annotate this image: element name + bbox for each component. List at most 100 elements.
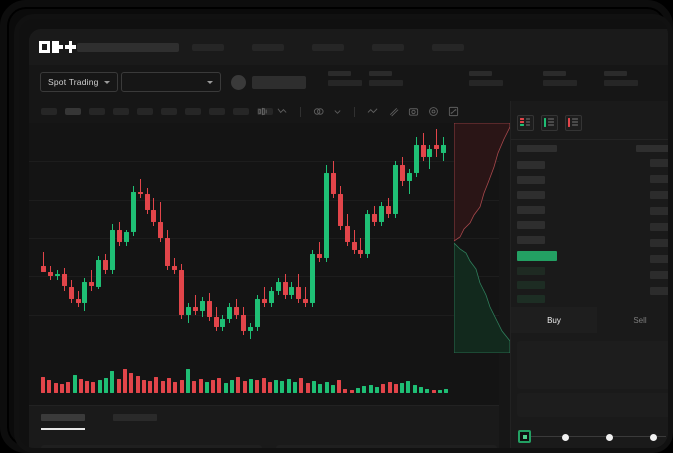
snapshot-icon[interactable] (408, 106, 419, 117)
volume-bar (248, 379, 253, 393)
orderbook-right-row[interactable] (650, 255, 668, 263)
header-search-bar[interactable] (77, 43, 179, 52)
timeframe-4[interactable] (113, 108, 129, 115)
indicator-icon[interactable] (277, 106, 288, 117)
order-form-fields[interactable] (517, 341, 668, 389)
volume-bar (198, 379, 203, 393)
timeframe-5[interactable] (137, 108, 153, 115)
orderbook-ask-row[interactable] (517, 206, 545, 214)
volume-bar (444, 389, 449, 393)
nav-item-2[interactable] (252, 44, 284, 51)
orderbook-bid-row[interactable] (517, 267, 545, 275)
volume-bar (324, 382, 329, 393)
chevron-down-icon (207, 80, 213, 84)
orderbook-asks-icon[interactable] (565, 115, 582, 131)
orderbook-bid-row[interactable] (517, 295, 545, 303)
volume-bar (267, 382, 272, 393)
orderbook-right-row[interactable] (650, 191, 668, 199)
chart-tool-icons (257, 106, 459, 117)
timeframe-3[interactable] (89, 108, 105, 115)
ticker-stat-2 (369, 71, 403, 86)
stepper-step-3[interactable] (606, 433, 613, 441)
timeframe-2[interactable] (65, 108, 81, 115)
chevron-down-icon[interactable] (333, 107, 342, 116)
order-side-tabs: Buy Sell (511, 307, 668, 333)
chart-gridlines (29, 123, 499, 353)
volume-bar (236, 377, 241, 393)
volume-bar (349, 390, 354, 393)
orderbook-right-row[interactable] (650, 223, 668, 231)
nav-item-3[interactable] (312, 44, 344, 51)
timeframe-10[interactable] (257, 108, 273, 115)
candlestick-icon[interactable] (257, 106, 268, 117)
volume-bar (217, 378, 222, 393)
volume-bar (261, 378, 266, 393)
stepper-step-2[interactable] (562, 433, 569, 441)
orderbook-both-icon[interactable] (517, 115, 534, 131)
volume-bar (242, 381, 247, 393)
compare-icon[interactable] (313, 106, 324, 117)
orders-panel (29, 405, 499, 448)
volume-histogram (29, 353, 499, 405)
tab-label (113, 414, 157, 421)
ticker-stat-4 (543, 71, 577, 86)
stepper-step-1-active[interactable] (518, 430, 531, 443)
orderbook-ask-row[interactable] (517, 191, 545, 199)
device-bezel: Spot Trading (14, 14, 673, 453)
top-header-bar (29, 29, 668, 65)
app-screen: Spot Trading (29, 29, 668, 448)
nav-item-1[interactable] (192, 44, 224, 51)
tab-sell[interactable]: Sell (633, 315, 647, 325)
timeframe-7[interactable] (185, 108, 201, 115)
volume-bar (185, 369, 190, 393)
volume-bar (154, 377, 159, 393)
candlestick-series (29, 123, 499, 353)
tab-buy[interactable]: Buy (511, 307, 597, 333)
fullscreen-icon[interactable] (448, 106, 459, 117)
orders-tabs (41, 414, 157, 430)
line-chart-icon[interactable] (367, 106, 379, 117)
volume-bar (311, 381, 316, 393)
orderbook-bid-row[interactable] (517, 281, 545, 289)
onboarding-stepper (518, 430, 668, 444)
volume-bar (437, 390, 442, 393)
timeframe-1[interactable] (41, 108, 57, 115)
orderbook-ask-row[interactable] (517, 161, 545, 169)
volume-bar (78, 379, 83, 393)
nav-item-4[interactable] (372, 44, 404, 51)
orderbook-ask-row[interactable] (517, 176, 545, 184)
tab-underline (41, 428, 85, 430)
orders-tab-inactive[interactable] (113, 414, 157, 430)
okx-logo[interactable] (39, 41, 76, 53)
volume-bar (274, 380, 279, 393)
orderbook-right-row[interactable] (650, 175, 668, 183)
volume-bar (280, 381, 285, 393)
orderbook-right-row[interactable] (650, 159, 668, 167)
orderbook-spread-row (517, 251, 557, 261)
volume-bar (192, 381, 197, 393)
orderbook-right-row[interactable] (650, 287, 668, 295)
orderbook-bids-icon[interactable] (541, 115, 558, 131)
orderbook-right-row[interactable] (650, 239, 668, 247)
orderbook-ask-row[interactable] (517, 221, 545, 229)
timeframe-6[interactable] (161, 108, 177, 115)
price-chart[interactable] (29, 123, 499, 353)
settings-icon[interactable] (428, 106, 439, 117)
timeframe-8[interactable] (209, 108, 225, 115)
stepper-step-4[interactable] (650, 433, 657, 441)
volume-bar (41, 377, 45, 393)
volume-bar (129, 373, 134, 393)
order-form-extra[interactable] (517, 393, 668, 417)
volume-bar (91, 382, 96, 393)
volume-bar (122, 369, 127, 393)
orders-tab-active[interactable] (41, 414, 85, 430)
market-type-dropdown[interactable]: Spot Trading (40, 72, 118, 92)
volume-bar (299, 378, 304, 393)
timeframe-9[interactable] (233, 108, 249, 115)
orderbook-ask-row[interactable] (517, 236, 545, 244)
drawing-tools-icon[interactable] (388, 106, 399, 117)
nav-item-5[interactable] (432, 44, 464, 51)
orderbook-right-row[interactable] (650, 271, 668, 279)
orderbook-right-row[interactable] (650, 207, 668, 215)
trading-pair-select[interactable] (121, 72, 221, 92)
